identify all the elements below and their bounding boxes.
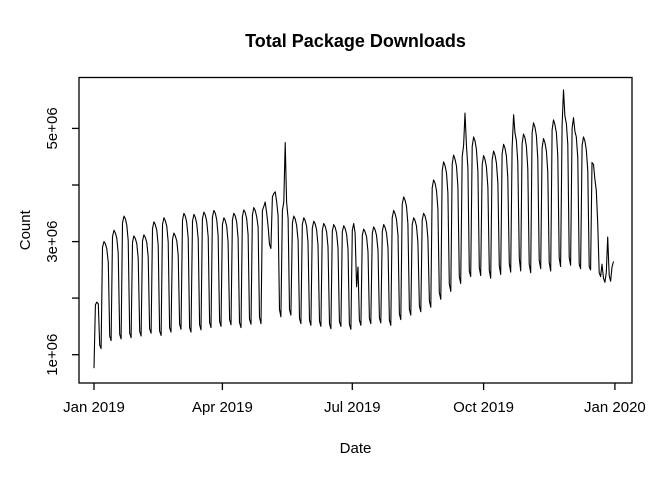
- x-axis-label: Date: [340, 440, 372, 457]
- x-tick-label: Jan 2019: [63, 399, 125, 416]
- y-axis-label: Count: [17, 209, 34, 250]
- y-tick-label: 3e+06: [44, 221, 61, 263]
- y-tick-label: 1e+06: [44, 334, 61, 376]
- x-tick-label: Jan 2020: [584, 399, 646, 416]
- x-tick-label: Apr 2019: [192, 399, 253, 416]
- x-tick-label: Jul 2019: [324, 399, 381, 416]
- chart-title: Total Package Downloads: [245, 31, 466, 51]
- y-tick-label: 5e+06: [44, 107, 61, 149]
- x-tick-label: Oct 2019: [453, 399, 514, 416]
- downloads-series-line: [93, 89, 614, 369]
- plot-box: [78, 76, 633, 384]
- y-axis: 1e+06 3e+06 5e+06: [44, 107, 79, 376]
- x-axis: Jan 2019 Apr 2019 Jul 2019 Oct 2019 Jan 2020: [63, 383, 646, 416]
